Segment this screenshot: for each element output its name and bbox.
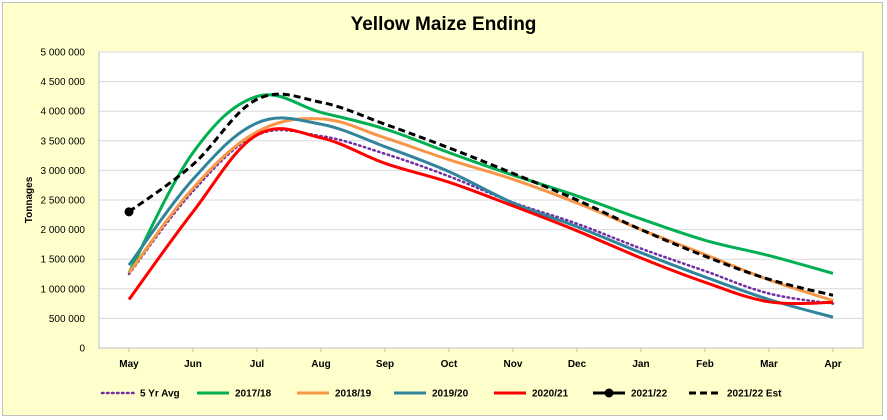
y-tick-label: 1 500 000 [41,255,86,266]
y-tick-label: 0 [79,344,85,355]
gridlines [99,51,863,319]
legend-label: 2020/21 [532,389,569,400]
x-tick-label: Sep [376,359,394,370]
series-line-2019-20 [127,116,834,319]
legend-label: 2021/22 [631,389,668,400]
y-tick-label: 1 000 000 [41,284,86,295]
x-tick-label: Mar [760,359,778,370]
series-line-2018-19 [127,117,834,303]
legend-label: 2021/22 Est [727,389,782,400]
y-tick-label: 2 500 000 [41,196,86,207]
x-tick-label: Apr [824,359,841,370]
legend-item-2017-18: 2017/18 [197,389,272,400]
series-line-2017-18 [127,93,834,275]
legend-item-2020-21: 2020/21 [494,389,569,400]
legend-item-2019-20: 2019/20 [394,389,469,400]
y-tick-label: 3 000 000 [41,166,86,177]
x-tick-label: Nov [504,359,523,370]
legend-label: 2018/19 [335,389,372,400]
y-tick-label: 500 000 [49,314,86,325]
x-tick-label: Jul [250,359,265,370]
legend-item-2021-22: 2021/22 [593,388,668,400]
series-line-5-yr-avg [127,128,835,305]
x-tick-label: Aug [311,359,330,370]
y-axis-ticks: 0 500 000 1 000 000 1 500 000 2 000 000 2 500… [41,48,86,355]
x-tick-label: Feb [696,359,714,370]
legend: 5 Yr Avg 2017/18 2018/19 2019/20 2020/21 2021… [100,388,782,400]
x-axis-ticks: May Jun Jul Aug Sep Oct Nov Dec Jan Feb Mar Apr [119,348,842,370]
x-tick-label: Jun [184,359,202,370]
legend-item-2018-19: 2018/19 [297,389,372,400]
chart-title: Yellow Maize Ending [350,14,537,35]
legend-item-5-yr-avg: 5 Yr Avg [100,389,180,400]
y-tick-label: 3 500 000 [41,136,86,147]
series-line-2021-22-est [128,92,834,297]
y-tick-label: 4 000 000 [41,107,86,118]
x-tick-label: May [119,359,139,370]
legend-label: 2017/18 [235,389,272,400]
legend-item-2021-22-est: 2021/22 Est [689,389,782,400]
legend-label: 5 Yr Avg [140,389,180,400]
y-axis-label: Tonnages [24,176,35,223]
y-tick-label: 5 000 000 [41,48,86,59]
series-lines [124,92,835,319]
x-tick-label: Oct [441,359,458,370]
x-tick-label: Jan [632,359,649,370]
y-tick-label: 4 500 000 [41,77,86,88]
y-tick-label: 2 000 000 [41,225,86,236]
legend-label: 2019/20 [432,389,469,400]
series-line-2020-21 [127,127,834,306]
legend-marker [604,388,614,398]
x-tick-label: Dec [568,359,587,370]
